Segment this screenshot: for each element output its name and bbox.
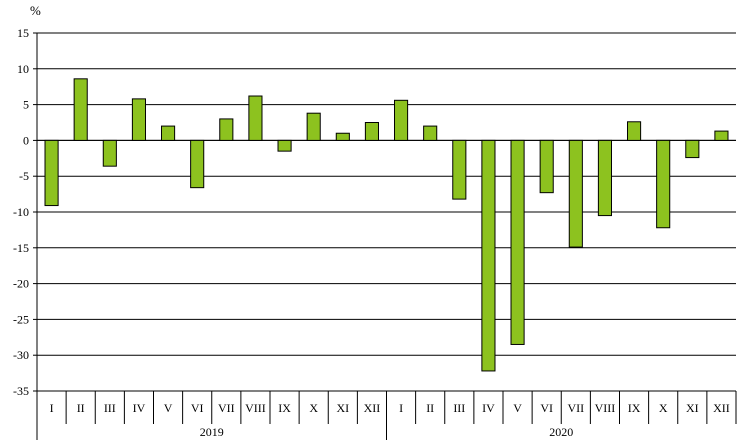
category-label: IV [133, 401, 146, 415]
category-label: IX [628, 401, 641, 415]
bar [131, 98, 146, 141]
bar [335, 132, 350, 141]
year-label: 2019 [200, 425, 224, 439]
bar [714, 130, 729, 141]
bar [190, 139, 205, 189]
category-label: V [164, 401, 173, 415]
category-label: XII [364, 401, 381, 415]
category-label: II [426, 401, 434, 415]
bar [539, 139, 554, 194]
bar [161, 125, 176, 141]
category-label: XII [713, 401, 730, 415]
category-label: II [77, 401, 85, 415]
y-tick-label: -25 [13, 312, 29, 326]
bar [44, 139, 59, 207]
category-label: XI [686, 401, 699, 415]
bar [568, 139, 583, 248]
category-label: III [104, 401, 116, 415]
category-label: III [453, 401, 465, 415]
y-tick-label: -5 [19, 169, 29, 183]
y-tick-label: 0 [23, 133, 29, 147]
y-unit-label: % [30, 3, 41, 18]
category-label: VII [218, 401, 235, 415]
category-label: VIII [245, 401, 266, 415]
category-label: X [309, 401, 318, 415]
bar [364, 122, 379, 141]
x-axis: I II III IV V VI VII VIII IX X XI XII I II III IV V VI VII… [36, 391, 737, 440]
category-label: VI [540, 401, 553, 415]
bar [102, 139, 117, 167]
bar [423, 125, 438, 141]
category-label: IV [482, 401, 495, 415]
category-label: VIII [595, 401, 616, 415]
bar [394, 99, 409, 141]
bar [277, 139, 292, 152]
y-tick-label: 10 [17, 62, 29, 76]
y-tick-label: -20 [13, 277, 29, 291]
bars [44, 78, 729, 372]
category-label: I [399, 401, 403, 415]
gridlines [37, 32, 736, 392]
bar [248, 95, 263, 141]
y-tick-label: -35 [13, 384, 29, 398]
bar [452, 139, 467, 200]
y-tick-label: -15 [13, 241, 29, 255]
category-label: VI [191, 401, 204, 415]
year-label: 2020 [549, 425, 573, 439]
bar [685, 139, 700, 159]
bar [306, 112, 321, 141]
category-label: XI [336, 401, 349, 415]
bar [219, 118, 234, 141]
bar [510, 139, 525, 345]
category-label: IX [278, 401, 291, 415]
y-tick-label: -10 [13, 205, 29, 219]
category-label: I [50, 401, 54, 415]
bar [73, 78, 88, 141]
y-axis-ticks: 15 10 5 0 -5 -10 -15 -20 -25 -30 -35 [13, 26, 38, 398]
bar [597, 139, 612, 217]
y-tick-label: 5 [23, 98, 29, 112]
category-label: V [513, 401, 522, 415]
bar [481, 139, 496, 372]
category-label: VII [567, 401, 584, 415]
category-label: X [659, 401, 668, 415]
y-tick-label: -30 [13, 348, 29, 362]
y-tick-label: 15 [17, 26, 29, 40]
bar [627, 121, 642, 141]
bar [656, 139, 671, 229]
